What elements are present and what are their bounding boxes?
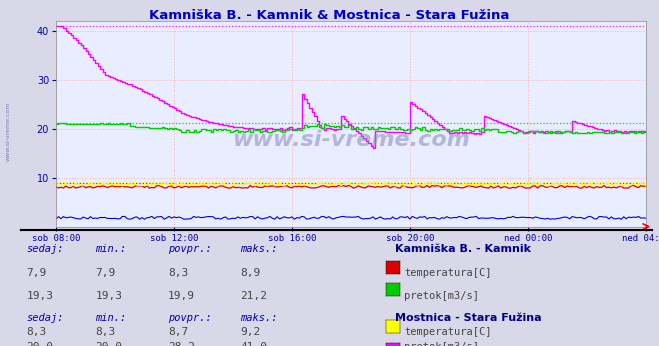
- Text: min.:: min.:: [96, 313, 127, 323]
- Text: www.si-vreme.com: www.si-vreme.com: [232, 130, 470, 150]
- Text: Mostnica - Stara Fužina: Mostnica - Stara Fužina: [395, 313, 542, 323]
- Text: 19,3: 19,3: [96, 291, 123, 301]
- Text: 41,0: 41,0: [241, 342, 268, 346]
- Text: pretok[m3/s]: pretok[m3/s]: [404, 342, 479, 346]
- Text: www.si-vreme.com: www.si-vreme.com: [5, 102, 11, 161]
- Text: min.:: min.:: [96, 244, 127, 254]
- Text: maks.:: maks.:: [241, 313, 278, 323]
- Text: 8,9: 8,9: [241, 268, 261, 278]
- Text: sedaj:: sedaj:: [26, 313, 64, 323]
- Text: 7,9: 7,9: [96, 268, 116, 278]
- Text: Kamniška B. - Kamnik: Kamniška B. - Kamnik: [395, 244, 531, 254]
- Text: 8,3: 8,3: [26, 327, 47, 337]
- Text: sedaj:: sedaj:: [26, 244, 64, 254]
- Text: pretok[m3/s]: pretok[m3/s]: [404, 291, 479, 301]
- Text: 8,3: 8,3: [96, 327, 116, 337]
- Text: 8,3: 8,3: [168, 268, 188, 278]
- Text: maks.:: maks.:: [241, 244, 278, 254]
- Text: 28,2: 28,2: [168, 342, 195, 346]
- Text: 19,3: 19,3: [26, 291, 53, 301]
- Text: 21,2: 21,2: [241, 291, 268, 301]
- Text: 7,9: 7,9: [26, 268, 47, 278]
- Text: povpr.:: povpr.:: [168, 244, 212, 254]
- Text: 8,7: 8,7: [168, 327, 188, 337]
- Text: 20,0: 20,0: [26, 342, 53, 346]
- Text: povpr.:: povpr.:: [168, 313, 212, 323]
- Text: 20,0: 20,0: [96, 342, 123, 346]
- Text: Kamniška B. - Kamnik & Mostnica - Stara Fužina: Kamniška B. - Kamnik & Mostnica - Stara …: [150, 9, 509, 22]
- Text: 9,2: 9,2: [241, 327, 261, 337]
- Text: 19,9: 19,9: [168, 291, 195, 301]
- Text: temperatura[C]: temperatura[C]: [404, 327, 492, 337]
- Text: temperatura[C]: temperatura[C]: [404, 268, 492, 278]
